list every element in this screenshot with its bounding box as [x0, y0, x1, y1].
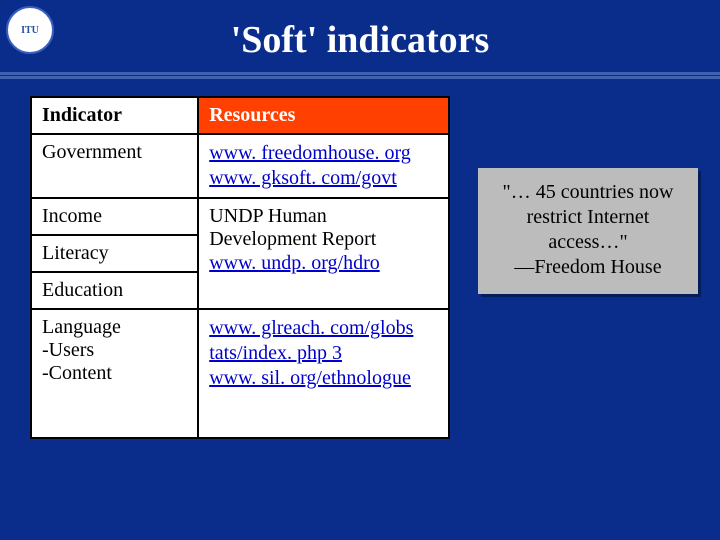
language-content: -Content — [42, 362, 187, 385]
language-label: Language — [42, 316, 187, 339]
link-undp[interactable]: www. undp. org/hdro — [209, 251, 438, 276]
cell-income: Income — [31, 198, 198, 235]
cell-literacy: Literacy — [31, 235, 198, 272]
undp-text: UNDP Human Development Report — [209, 205, 376, 250]
link-gksoft[interactable]: www. gksoft. com/govt — [209, 166, 438, 191]
divider-bottom — [0, 76, 720, 79]
link-sil[interactable]: www. sil. org/ethnologue — [209, 366, 438, 391]
quote-attribution: —Freedom House — [488, 255, 688, 280]
cell-undp-resources: UNDP Human Development Report www. undp.… — [198, 198, 449, 309]
divider-top — [0, 72, 720, 75]
cell-government-resources: www. freedomhouse. org www. gksoft. com/… — [198, 134, 449, 198]
cell-language-resources: www. glreach. com/globs tats/index. php … — [198, 309, 449, 438]
link-freedomhouse[interactable]: www. freedomhouse. org — [209, 141, 438, 166]
cell-education: Education — [31, 272, 198, 309]
quote-text: "… 45 countries now restrict Internet ac… — [488, 180, 688, 255]
slide-title: 'Soft' indicators — [0, 18, 720, 62]
header-indicator: Indicator — [31, 97, 198, 134]
language-users: -Users — [42, 339, 187, 362]
indicators-table: Indicator Resources Government www. free… — [30, 96, 450, 439]
header-resources: Resources — [198, 97, 449, 134]
quote-box: "… 45 countries now restrict Internet ac… — [478, 168, 698, 294]
link-glreach[interactable]: www. glreach. com/globs tats/index. php … — [209, 316, 438, 366]
cell-language: Language -Users -Content — [31, 309, 198, 438]
cell-government: Government — [31, 134, 198, 198]
